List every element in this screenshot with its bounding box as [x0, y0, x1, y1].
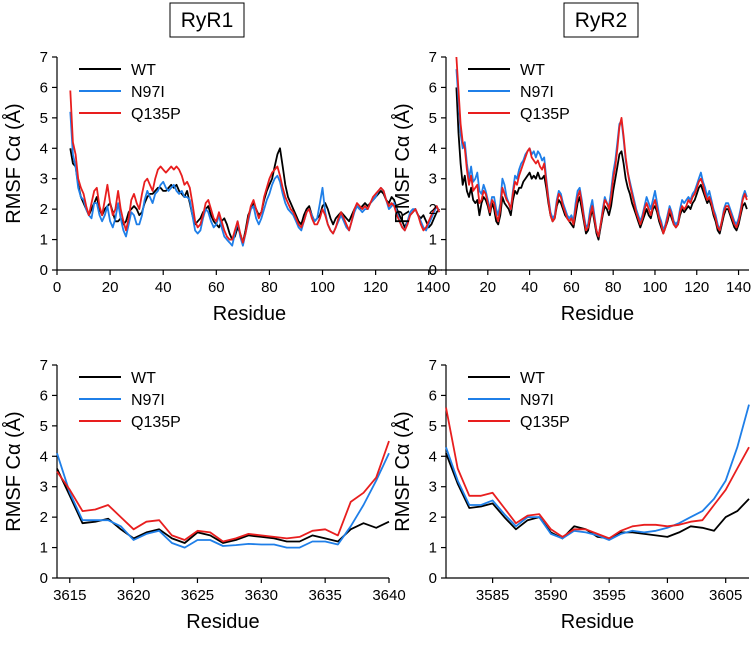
p3-series-q135p: [445, 407, 750, 540]
p2-x-tick-label: 3630: [245, 587, 278, 604]
p3-y-tick-label: 1: [429, 540, 437, 557]
p0-y-tick-label: 7: [40, 49, 48, 66]
p2-y-tick-label: 2: [40, 509, 48, 526]
p3-x-tick-label: 3605: [709, 587, 742, 604]
p3-series-n97i: [445, 404, 750, 541]
p3-y-tick-label: 3: [429, 479, 437, 496]
p1-x-axis-label: Residue: [561, 303, 634, 325]
p2-x-tick-label: 3635: [308, 587, 341, 604]
p2-y-tick-label: 3: [40, 479, 48, 496]
p2-series-n97i: [56, 452, 390, 549]
p0-x-tick-label: 120: [363, 279, 388, 296]
p2-y-tick-label: 0: [40, 570, 48, 587]
p0-x-axis-label: Residue: [213, 303, 286, 325]
p0-x-tick-label: 40: [155, 279, 172, 296]
p0-x-tick-label: 100: [310, 279, 335, 296]
p3-y-tick-label: 0: [429, 570, 437, 587]
title-ryr2-text: RyR2: [575, 9, 628, 32]
p1-x-tick-label: 20: [479, 279, 496, 296]
p0-y-tick-label: 5: [40, 110, 48, 127]
p0-y-tick-label: 4: [40, 140, 48, 157]
p3-y-tick-label: 7: [429, 357, 437, 374]
p2-y-tick-label: 6: [40, 387, 48, 404]
p2-y-tick-label: 5: [40, 418, 48, 435]
p3-x-tick-label: 3585: [476, 587, 509, 604]
p2-y-tick-label: 7: [40, 357, 48, 374]
title-ryr1: RyR1: [169, 2, 245, 38]
p1-x-tick-label: 120: [684, 279, 709, 296]
p1-x-tick-label: 60: [563, 279, 580, 296]
p0-y-tick-label: 3: [40, 171, 48, 188]
p2-x-tick-label: 3620: [117, 587, 150, 604]
p0-x-tick-label: 80: [261, 279, 278, 296]
p0-x-tick-label: 20: [102, 279, 119, 296]
p3-y-tick-label: 4: [429, 448, 437, 465]
title-ryr1-text: RyR1: [181, 9, 234, 32]
title-ryr2: RyR2: [563, 2, 639, 38]
p3-x-tick-label: 3595: [592, 587, 625, 604]
p1-legend-label-n97i: N97I: [520, 84, 554, 101]
p3-x-tick-label: 3600: [651, 587, 684, 604]
p0-x-tick-label: 60: [208, 279, 225, 296]
p3-legend-label-n97i: N97I: [520, 392, 554, 409]
p1-x-tick-label: 0: [442, 279, 450, 296]
p2-y-axis-label: RMSF Cα (Å): [2, 411, 25, 531]
p3-y-tick-label: 5: [429, 418, 437, 435]
p1-y-axis-label: RMSF Cα (Å): [391, 103, 414, 223]
p0-series-n97i: [69, 111, 441, 247]
p1-y-tick-label: 6: [429, 79, 437, 96]
p1-x-tick-label: 80: [605, 279, 622, 296]
p0-x-tick-label: 140: [416, 279, 441, 296]
p0-y-tick-label: 6: [40, 79, 48, 96]
p1-y-tick-label: 3: [429, 171, 437, 188]
chart-ryr1-bottom: 0 1 2 3 4 5 6 7 3615 3620 3625 3630 3635 3640 Residue R…: [2, 357, 406, 633]
p1-series-q135p: [455, 56, 748, 238]
p0-legend-label-n97i: N97I: [131, 84, 165, 101]
p0-legend-label-wt: WT: [131, 62, 156, 79]
chart-ryr2-top: 0 1 2 3 4 5 6 7 0 20 40 60 80 100 120 140 Residue RMSF Cα…: [391, 49, 751, 325]
p3-x-tick-label: 3590: [534, 587, 567, 604]
p1-x-tick-label: 140: [726, 279, 751, 296]
p3-legend-label-q135p: Q135P: [520, 414, 570, 431]
p0-y-tick-label: 0: [40, 262, 48, 279]
p0-series-q135p: [69, 90, 441, 244]
p0-y-axis-label: RMSF Cα (Å): [2, 103, 25, 223]
p3-y-tick-label: 2: [429, 509, 437, 526]
p2-x-tick-label: 3640: [372, 587, 405, 604]
p3-y-tick-label: 6: [429, 387, 437, 404]
p0-legend-label-q135p: Q135P: [131, 106, 181, 123]
p2-x-tick-label: 3625: [181, 587, 214, 604]
p1-y-tick-label: 4: [429, 140, 437, 157]
p1-y-tick-label: 0: [429, 262, 437, 279]
p1-y-tick-label: 2: [429, 201, 437, 218]
p2-y-tick-label: 1: [40, 540, 48, 557]
p0-y-tick-label: 1: [40, 232, 48, 249]
p3-y-axis-label: RMSF Cα (Å): [391, 411, 414, 531]
p2-legend-label-wt: WT: [131, 370, 156, 387]
p0-y-tick-label: 2: [40, 201, 48, 218]
p3-legend-label-wt: WT: [520, 370, 545, 387]
p3-series-wt: [445, 452, 750, 540]
p1-y-tick-label: 1: [429, 232, 437, 249]
p2-series-q135p: [56, 440, 390, 543]
chart-ryr2-bottom: 0 1 2 3 4 5 6 7 3585 3590 3595 3600 3605 Residue RMSF …: [391, 357, 750, 633]
p3-x-axis-label: Residue: [561, 611, 634, 633]
p1-y-tick-label: 5: [429, 110, 437, 127]
p2-x-tick-label: 3615: [53, 587, 86, 604]
p0-x-tick-label: 0: [53, 279, 61, 296]
p1-x-tick-label: 100: [642, 279, 667, 296]
p2-x-axis-label: Residue: [186, 611, 259, 633]
p1-legend-label-wt: WT: [520, 62, 545, 79]
p2-legend-label-q135p: Q135P: [131, 414, 181, 431]
p2-y-tick-label: 4: [40, 448, 48, 465]
p1-y-tick-label: 7: [429, 49, 437, 66]
p1-x-tick-label: 40: [521, 279, 538, 296]
p2-legend-label-n97i: N97I: [131, 392, 165, 409]
p1-legend-label-q135p: Q135P: [520, 106, 570, 123]
